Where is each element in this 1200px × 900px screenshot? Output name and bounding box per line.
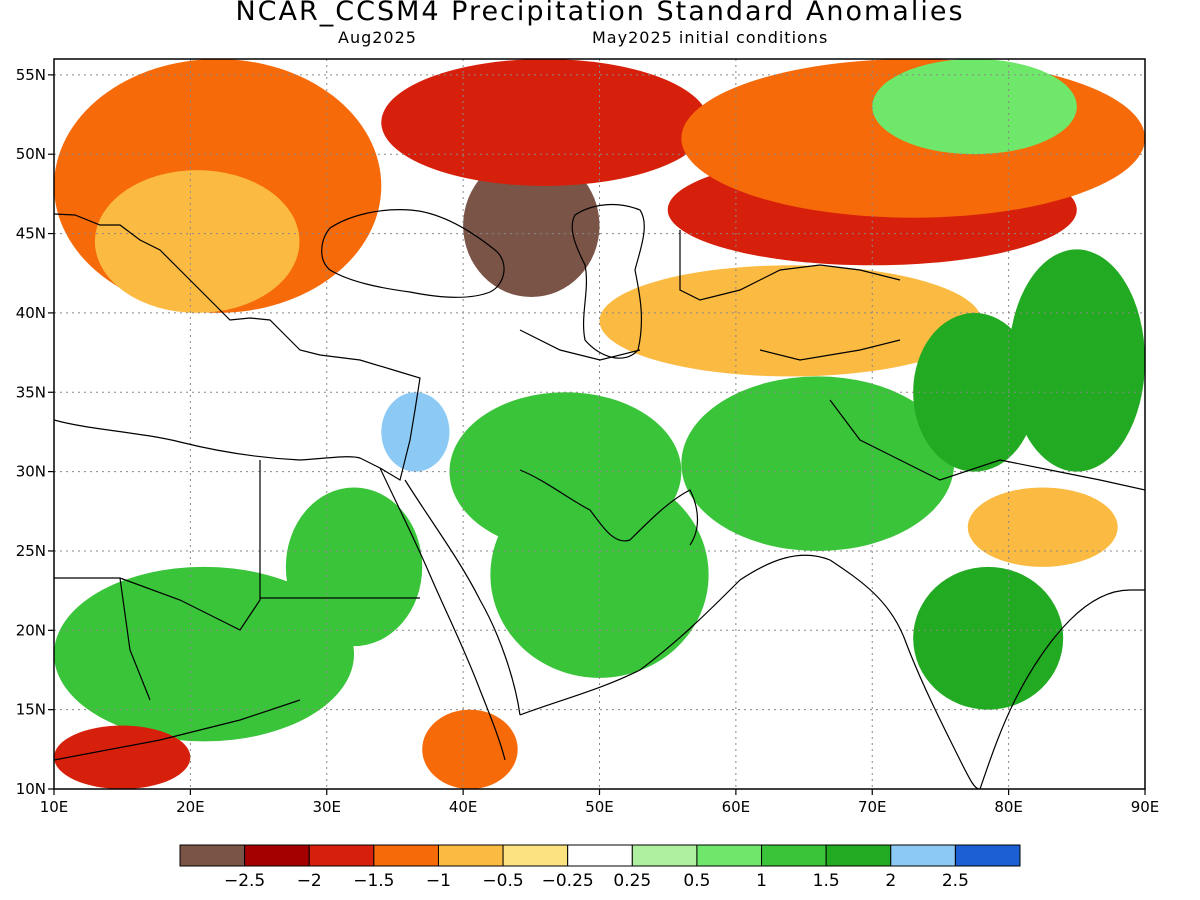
colorbar-label: −2 xyxy=(297,871,322,891)
anomaly-region-northern-india xyxy=(967,487,1118,567)
lon-tick-label: 30E xyxy=(312,798,341,816)
lat-tick-label: 15N xyxy=(16,701,46,719)
anomaly-region-iran-afghanistan-pakistan xyxy=(681,376,955,551)
colorbar-label: −0.5 xyxy=(482,871,523,891)
coastlines-borders xyxy=(54,204,1145,789)
lat-tick-label: 30N xyxy=(16,463,46,481)
lat-tick-label: 20N xyxy=(16,621,46,639)
asia-borders xyxy=(519,230,1145,491)
black-sea-coast xyxy=(321,209,505,298)
anomaly-region-ethiopia xyxy=(422,709,518,789)
anomaly-region-western-himalaya xyxy=(913,312,1036,472)
anomaly-region-arabian-peninsula xyxy=(490,471,709,678)
colorbar-label: 0.25 xyxy=(613,871,651,891)
anomaly-region-central-india xyxy=(913,566,1064,710)
anomaly-region-western-siberia xyxy=(872,59,1077,155)
colorbar-swatch xyxy=(308,844,375,867)
chart-title: NCAR_CCSM4 Precipitation Standard Anomal… xyxy=(235,0,965,27)
arabian-sea-coast xyxy=(519,554,981,789)
colorbar-swatch xyxy=(437,844,504,867)
colorbar-swatch xyxy=(631,844,698,867)
colorbar-swatch xyxy=(890,844,956,867)
mediterranean-coast xyxy=(54,213,421,481)
lat-tick-label: 45N xyxy=(16,225,46,243)
colorbar-label: 2.5 xyxy=(942,871,969,891)
colorbar-label: 2 xyxy=(885,871,896,891)
chart-subtitle-initial-conditions: May2025 initial conditions xyxy=(592,28,829,47)
anomaly-region-central-asia xyxy=(599,265,982,377)
anomaly-region-levant xyxy=(381,392,450,472)
colorbar-swatch xyxy=(502,844,569,867)
colorbar-swatch xyxy=(825,844,892,867)
colorbar-swatch xyxy=(179,844,246,867)
colorbar-label: −1.5 xyxy=(353,871,394,891)
colorbar-swatch xyxy=(244,844,310,867)
colorbar-swatch xyxy=(954,844,1021,867)
lon-tick-label: 70E xyxy=(858,798,887,816)
gridlines xyxy=(54,59,1145,789)
lon-tick-label: 60E xyxy=(722,798,751,816)
red-sea-coast xyxy=(379,467,521,761)
colorbar-label: −1 xyxy=(426,871,451,891)
lon-tick-label: 10E xyxy=(40,798,69,816)
colorbar-label: −2.5 xyxy=(224,871,265,891)
colorbar-swatch xyxy=(696,844,763,867)
anomaly-region-sahel-west xyxy=(54,725,191,789)
anomaly-region-chad-sudan xyxy=(54,566,355,742)
anomaly-region-caucasus-black-sea-east xyxy=(463,154,600,298)
lon-tick-label: 50E xyxy=(585,798,614,816)
lat-tick-label: 55N xyxy=(16,66,46,84)
persian-gulf-coast xyxy=(519,469,699,546)
colorbar-label: 1.5 xyxy=(813,871,840,891)
lon-tick-label: 80E xyxy=(994,798,1023,816)
lat-tick-label: 10N xyxy=(16,780,46,798)
lat-tick-label: 40N xyxy=(16,304,46,322)
anomaly-region-balkans xyxy=(94,170,300,313)
anomaly-region-southern-russia xyxy=(381,59,709,186)
lat-tick-label: 35N xyxy=(16,383,46,401)
colorbar-swatch xyxy=(567,844,633,867)
colorbar: −2.5 −2 −1.5 −1 −0.5 −0.25 0.25 0.5 1 1.5 2 2.5 xyxy=(179,844,1021,891)
colorbar-label: −0.25 xyxy=(542,871,594,891)
colorbar-swatch xyxy=(373,844,439,867)
lat-tick-label: 50N xyxy=(16,145,46,163)
colorbar-label: 1 xyxy=(756,871,767,891)
lon-tick-label: 90E xyxy=(1131,798,1160,816)
chart-subtitle-valid-month: Aug2025 xyxy=(338,28,417,47)
lon-tick-label: 40E xyxy=(449,798,478,816)
colorbar-swatch xyxy=(761,844,827,867)
africa-borders xyxy=(54,460,420,761)
colorbar-label: 0.5 xyxy=(683,871,710,891)
lon-tick-label: 20E xyxy=(176,798,205,816)
bay-of-bengal-coast xyxy=(979,589,1145,789)
lat-tick-label: 25N xyxy=(16,542,46,560)
anomaly-region-tibetan-plateau xyxy=(1008,249,1145,472)
